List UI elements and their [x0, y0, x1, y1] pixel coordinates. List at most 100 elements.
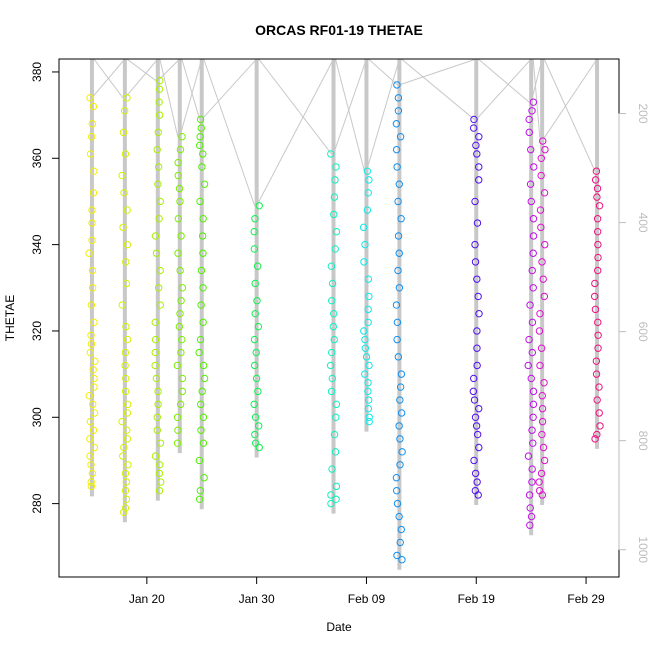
data-point — [176, 309, 184, 318]
data-point — [153, 145, 161, 154]
data-point — [197, 266, 206, 275]
data-point — [89, 102, 98, 111]
data-point — [397, 525, 405, 534]
data-point — [539, 275, 547, 283]
data-point — [594, 318, 602, 327]
data-point — [195, 495, 204, 503]
data-point — [538, 491, 547, 499]
data-point — [471, 413, 480, 421]
data-point — [178, 284, 187, 292]
chart-title: ORCAS RF01-19 THETAE — [255, 22, 423, 38]
data-point — [155, 98, 163, 106]
data-point — [90, 318, 98, 327]
data-point — [251, 279, 259, 288]
data-point — [362, 353, 371, 361]
data-point — [594, 331, 602, 339]
data-point — [251, 430, 259, 439]
track-segment — [258, 58, 332, 155]
secondary-y-axis: 200 400 600 800 1000 — [618, 104, 650, 563]
data-point — [593, 193, 601, 201]
data-point — [396, 396, 404, 404]
data-point — [331, 448, 340, 456]
data-point — [199, 150, 207, 158]
data-point — [156, 301, 165, 309]
data-point — [593, 184, 602, 193]
data-point — [90, 443, 99, 452]
track-segment — [157, 58, 181, 81]
data-point — [471, 197, 479, 206]
data-point — [176, 266, 184, 275]
data-point — [361, 344, 370, 352]
data-point — [364, 318, 372, 327]
data-point — [528, 107, 536, 115]
data-point — [124, 461, 132, 469]
data-point — [396, 383, 405, 391]
data-point — [328, 297, 336, 305]
data-point — [359, 223, 368, 232]
data-point — [89, 426, 98, 434]
data-point — [173, 439, 182, 447]
data-point — [177, 232, 185, 240]
data-point — [393, 499, 402, 508]
data-point — [535, 478, 543, 486]
data-point — [327, 387, 336, 396]
data-point — [471, 258, 480, 266]
data-point — [529, 413, 537, 421]
y-tick-label: 300 — [30, 407, 44, 427]
track-segment — [91, 58, 126, 99]
data-point — [88, 284, 97, 292]
data-point — [155, 85, 164, 93]
data-point — [593, 215, 602, 223]
data-point — [118, 301, 126, 309]
data-point — [538, 430, 546, 439]
data-point — [154, 180, 162, 188]
data-point — [156, 197, 164, 206]
data-point — [178, 133, 186, 141]
data-point — [199, 284, 207, 292]
data-point — [470, 115, 478, 124]
data-point — [469, 124, 478, 132]
data-point — [199, 215, 207, 223]
data-point — [330, 210, 338, 219]
data-point — [87, 482, 96, 491]
data-point — [121, 374, 130, 383]
data-point — [527, 374, 535, 383]
data-point — [199, 318, 207, 327]
data-point — [473, 275, 481, 283]
data-point — [327, 491, 335, 499]
x-tick-label: Feb 19 — [458, 592, 496, 606]
data-point — [593, 227, 602, 236]
data-point — [153, 413, 162, 421]
data-point — [197, 426, 205, 434]
data-point — [393, 81, 401, 89]
data-point — [86, 435, 94, 443]
data-point — [122, 279, 131, 288]
data-point — [394, 232, 403, 240]
data-point — [538, 417, 547, 426]
data-point — [86, 94, 94, 102]
data-point — [174, 158, 182, 167]
track-segment — [541, 58, 598, 142]
data-point — [88, 469, 97, 478]
data-point — [91, 357, 99, 365]
data-point — [529, 98, 538, 106]
data-point — [121, 387, 130, 396]
data-point — [537, 171, 545, 180]
data-point — [88, 266, 97, 275]
data-point — [118, 171, 126, 180]
data-point — [197, 124, 205, 132]
data-point — [394, 197, 402, 206]
data-point — [470, 396, 479, 404]
y-tick-label: 320 — [30, 321, 44, 341]
data-point — [121, 361, 129, 370]
data-point — [475, 133, 483, 141]
data-point — [591, 305, 600, 314]
track-segment — [126, 58, 157, 81]
data-point — [529, 387, 538, 396]
data-point — [87, 331, 95, 339]
data-point — [330, 430, 339, 439]
data-point — [395, 180, 403, 188]
data-point — [121, 348, 130, 357]
data-point — [361, 335, 369, 344]
data-point — [120, 443, 128, 452]
